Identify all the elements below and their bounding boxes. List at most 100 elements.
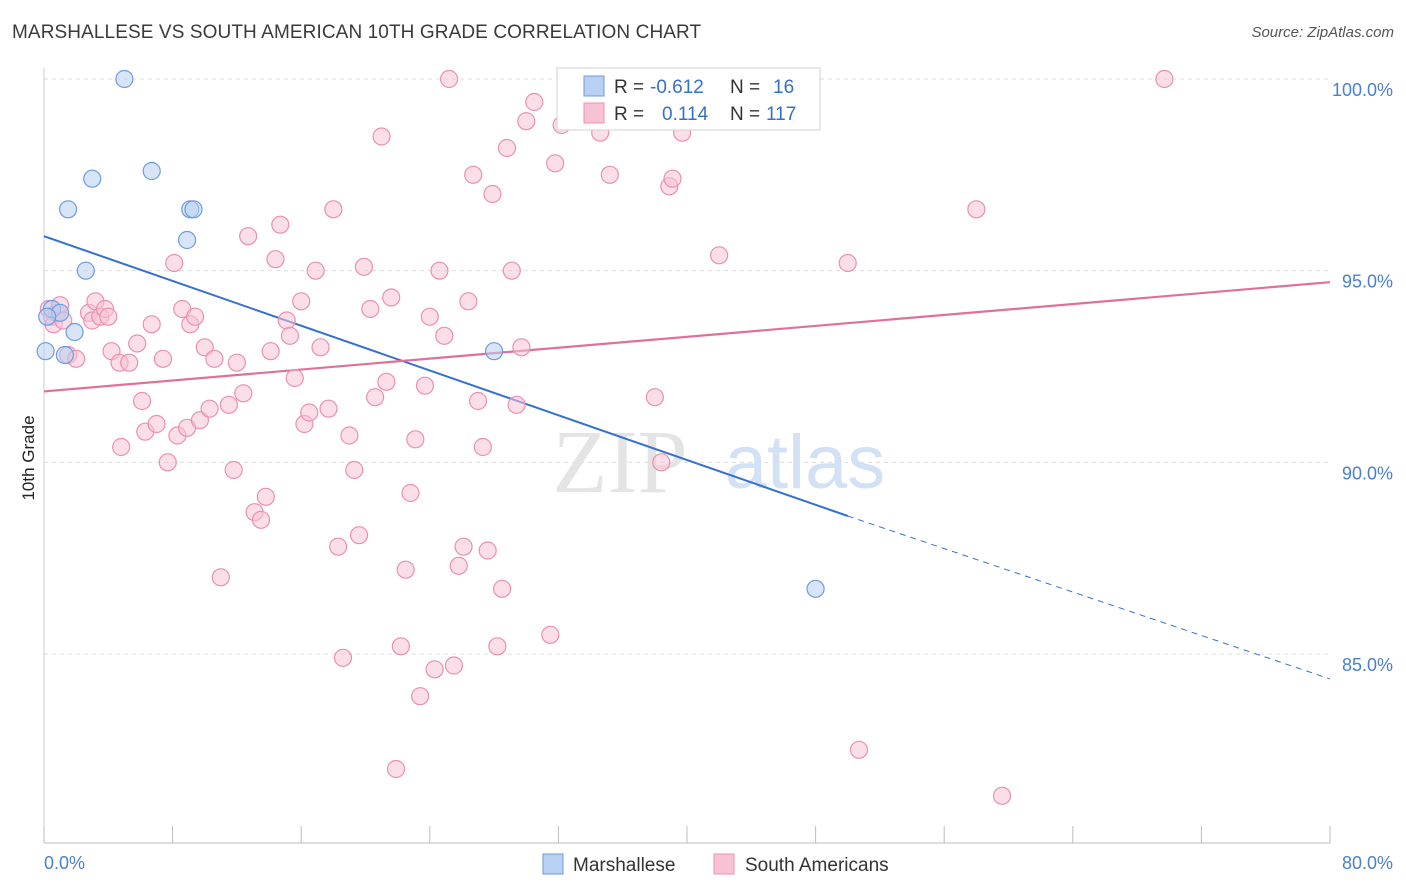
south-americans-point [227, 353, 246, 372]
south-americans-point [266, 250, 285, 269]
south-americans-point [277, 311, 296, 330]
legend-r-label-1: R = [614, 77, 644, 98]
south-americans-point [329, 537, 348, 556]
south-americans-point [652, 453, 671, 472]
south-americans-point [546, 154, 565, 173]
south-americans-point [147, 414, 166, 434]
south-americans-point [464, 165, 483, 184]
south-americans-point [311, 338, 330, 357]
south-americans-point [710, 246, 729, 265]
x-tick-label: 0.0% [44, 853, 85, 873]
south-americans-point [128, 334, 147, 353]
south-americans-point [488, 637, 507, 656]
bottom-legend-swatch-marshallese [542, 853, 564, 875]
south-americans-point [992, 786, 1012, 805]
south-americans-point [435, 326, 454, 345]
legend-swatch-marshallese [583, 75, 605, 97]
south-americans-point [517, 112, 536, 131]
south-americans-point [377, 372, 396, 391]
south-americans-point [386, 759, 406, 779]
south-americans-point [391, 637, 410, 656]
y-tick-label: 85.0% [1342, 655, 1393, 675]
south-americans-point [333, 648, 353, 667]
y-tick-label: 90.0% [1342, 463, 1393, 483]
bottom-legend-marshallese: Marshallese [573, 855, 675, 876]
south-americans-point [239, 227, 258, 246]
chart-title: MARSHALLESE VS SOUTH AMERICAN 10TH GRADE… [12, 22, 702, 43]
south-americans-point [663, 169, 682, 188]
south-americans-point [372, 127, 391, 146]
south-americans-point [165, 253, 184, 273]
south-americans-point [967, 200, 986, 219]
series-legend: Marshallese South Americans [542, 853, 889, 876]
south-americans-point [849, 740, 869, 759]
south-americans-point [324, 200, 343, 219]
legend-n-value-south-americans: 117 [766, 104, 796, 125]
marshallese-point [142, 161, 161, 181]
south-americans-point [153, 349, 173, 368]
south-americans-point [224, 460, 243, 480]
y-axis-label: 10th Grade [19, 415, 38, 500]
marshallese-point [55, 345, 74, 365]
south-americans-point [120, 353, 139, 372]
south-americans-point [319, 399, 338, 418]
south-americans-point [444, 656, 464, 675]
south-americans-point [234, 384, 253, 403]
south-americans-point [211, 568, 230, 587]
south-americans-point [354, 257, 373, 276]
legend-n-label-1: N = [730, 77, 760, 98]
legend-r-value-south-americans: 0.114 [662, 104, 709, 125]
south-americans-point [285, 368, 304, 388]
south-americans-point [205, 349, 224, 368]
legend-r-label-2: R = [614, 104, 644, 125]
south-americans-point [430, 261, 449, 280]
south-americans-point [507, 395, 526, 414]
south-americans-point [411, 687, 430, 706]
south-americans-point [406, 430, 425, 449]
marshallese-point [65, 322, 84, 342]
south-americans-point [99, 307, 118, 326]
south-americans-point [401, 483, 420, 503]
south-americans-point [366, 388, 385, 407]
marshallese-trend-line [43, 235, 849, 517]
legend-r-value-marshallese: -0.612 [650, 77, 704, 98]
south-americans-point [600, 165, 619, 184]
south-americans-point [361, 299, 380, 319]
marshallese-point [59, 200, 78, 219]
bottom-legend-south-americans: South Americans [745, 855, 889, 876]
marshallese-point [36, 342, 55, 361]
south-americans-point [112, 437, 131, 457]
marshallese-trend-extension [847, 515, 1331, 680]
south-americans-point [502, 261, 521, 280]
south-americans-point [186, 307, 205, 326]
south-americans-point [292, 292, 311, 311]
south-americans-point [382, 288, 401, 307]
south-americans-point [483, 184, 502, 204]
trend-lines [43, 235, 1331, 680]
south-americans-point [454, 537, 473, 556]
south-americans-point [142, 315, 161, 334]
south-americans-point [200, 399, 219, 418]
legend-swatch-south-americans [583, 102, 605, 124]
south-americans-point [261, 342, 280, 361]
south-americans-point [493, 579, 512, 598]
south-americans-point [645, 388, 664, 407]
south-americans-point [300, 403, 319, 422]
data-points [36, 69, 1174, 805]
south-americans-point [415, 376, 435, 395]
south-americans-point [425, 660, 444, 679]
south-americans-point [271, 215, 290, 234]
legend-n-value-marshallese: 16 [773, 77, 794, 98]
tick-labels: 85.0% 90.0% 95.0% 100.0% 0.0% 80.0% [44, 80, 1393, 873]
south-americans-point [512, 338, 531, 357]
south-americans-point [251, 510, 271, 529]
south-americans-point [349, 526, 369, 545]
south-americans-point [838, 253, 857, 273]
south-americans-point [219, 395, 238, 414]
south-americans-point [449, 556, 468, 575]
south-americans-trend-line [43, 281, 1331, 393]
south-americans-point [280, 326, 300, 345]
bottom-legend-swatch-south-americans [713, 853, 735, 875]
correlation-legend: R = -0.612 N = 16 R = 0.114 N = 117 [556, 67, 821, 131]
